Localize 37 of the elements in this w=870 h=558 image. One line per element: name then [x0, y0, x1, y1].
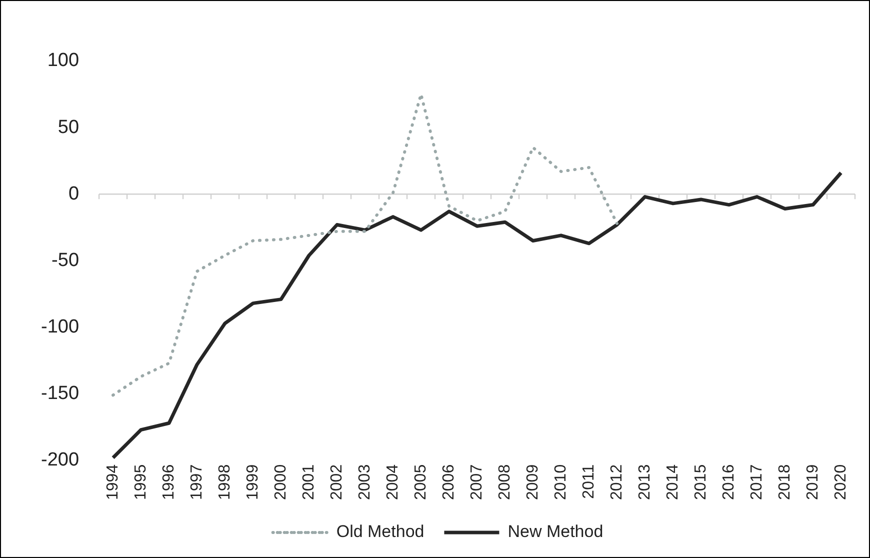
y-tick-label: -150: [40, 383, 80, 404]
y-tick-label: 0: [68, 183, 80, 204]
x-tick-label: 2012: [608, 464, 626, 500]
legend-label: Old Method: [336, 522, 424, 542]
x-tick-label: 2003: [356, 464, 374, 500]
line-series: [112, 92, 619, 397]
x-tick-label: 2005: [412, 464, 430, 500]
x-tick-label: 2019: [804, 464, 822, 500]
x-tick-label: 2014: [664, 464, 682, 500]
x-tick-label: 2009: [524, 464, 542, 500]
x-tick-label: 1996: [160, 464, 178, 500]
x-tick-label: 2016: [720, 464, 738, 500]
x-tick-label: 2004: [384, 464, 402, 500]
x-tick-label: 2013: [636, 464, 654, 500]
x-tick-label: 2007: [468, 464, 486, 500]
y-tick-label: -100: [40, 316, 80, 338]
x-tick-label: 2011: [580, 464, 598, 499]
x-tick-label: 2010: [552, 464, 570, 500]
x-tick-label: 1994: [104, 464, 122, 500]
x-tick-label: 1995: [132, 464, 150, 500]
y-tick-label: 50: [58, 116, 80, 138]
x-tick-label: 1999: [244, 464, 262, 500]
x-tick-label: 2001: [300, 464, 318, 500]
x-tick-label: 2018: [776, 464, 794, 500]
x-tick-label: 2002: [328, 464, 346, 500]
x-tick-label: 1998: [216, 464, 234, 500]
x-tick-label: 2008: [496, 464, 514, 500]
y-tick-label: -50: [52, 250, 80, 271]
x-tick-label: 2020: [832, 464, 850, 500]
x-tick-label: 2000: [272, 464, 290, 500]
x-tick-label: 2017: [748, 464, 766, 500]
x-tick-label: 2006: [440, 464, 458, 500]
x-tick-label: 1997: [188, 464, 206, 500]
legend-label: New Method: [508, 522, 604, 542]
y-tick-label: -200: [40, 450, 80, 471]
y-tick-label: 100: [47, 50, 80, 72]
x-tick-label: 2015: [692, 464, 710, 500]
